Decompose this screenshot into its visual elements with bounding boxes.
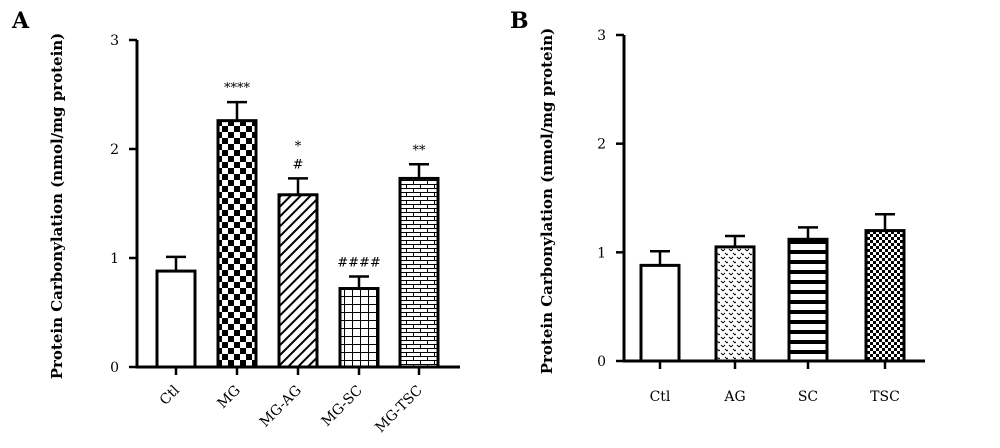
panel-a: A Protein Carbonylation (nmol/mg protein… [11,8,460,436]
x-tick-label: SC [798,389,818,405]
x-tick-label: AG [723,389,745,405]
significance-label: * [295,139,302,154]
significance-label: #### [337,256,381,271]
y-tick-label: 3 [597,28,606,44]
y-tick-label: 2 [110,142,119,158]
x-tick-label: MG-AG [257,383,305,431]
y-axis-label: Protein Carbonylation (nmol/mg protein) [48,33,66,380]
significance-label: ** [413,143,427,158]
x-tick-label: Ctl [650,389,671,405]
bar [338,287,380,369]
x-tick-label: TSC [870,389,900,405]
y-tick-label: 1 [110,251,119,267]
y-tick-label: 0 [597,354,606,370]
bar [398,176,440,369]
panel-label-a: A [11,8,30,34]
y-tick-label: 2 [597,137,606,153]
bar [714,245,756,363]
bar [277,193,319,369]
panel-label-b: B [510,8,529,34]
significance-label: **** [224,81,251,96]
bar [787,237,829,363]
y-tick-label: 1 [597,245,606,261]
x-tick-label: MG-TSC [372,383,425,436]
x-tick-label: Ctl [157,382,183,408]
significance-label: # [293,157,304,172]
y-tick-label: 3 [110,33,119,49]
y-axis-label: Protein Carbonylation (nmol/mg protein) [538,28,556,375]
plot-area: 0 1 2 3 Ctl AG SC TSC [597,28,925,405]
bar [155,269,197,369]
x-tick-label: MG-SC [319,383,366,430]
panel-b: B Protein Carbonylation (nmol/mg protein… [510,8,925,405]
bar [216,119,258,369]
bar [864,229,906,363]
bar [639,263,681,363]
x-tick-label: MG [214,383,243,412]
y-tick-label: 0 [110,360,119,376]
plot-area: 0 1 2 3 Ctl MG **** MG-AG * # MG-SC #### MG-TSC ** [110,33,460,436]
